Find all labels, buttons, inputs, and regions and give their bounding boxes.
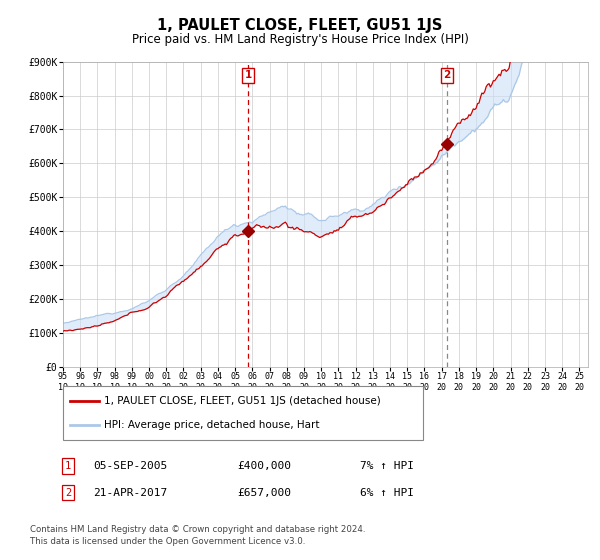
Text: 1: 1 [65, 461, 71, 471]
Text: Price paid vs. HM Land Registry's House Price Index (HPI): Price paid vs. HM Land Registry's House … [131, 32, 469, 46]
Text: 6% ↑ HPI: 6% ↑ HPI [360, 488, 414, 498]
Text: 7% ↑ HPI: 7% ↑ HPI [360, 461, 414, 471]
Text: £400,000: £400,000 [237, 461, 291, 471]
FancyBboxPatch shape [63, 386, 423, 440]
Text: 2: 2 [443, 70, 451, 80]
Text: 1, PAULET CLOSE, FLEET, GU51 1JS: 1, PAULET CLOSE, FLEET, GU51 1JS [157, 18, 443, 32]
Text: Contains HM Land Registry data © Crown copyright and database right 2024.
This d: Contains HM Land Registry data © Crown c… [30, 525, 365, 546]
Text: £657,000: £657,000 [237, 488, 291, 498]
Text: HPI: Average price, detached house, Hart: HPI: Average price, detached house, Hart [104, 419, 320, 430]
Text: 21-APR-2017: 21-APR-2017 [93, 488, 167, 498]
Text: 1: 1 [244, 70, 251, 80]
Text: 2: 2 [65, 488, 71, 498]
Text: 05-SEP-2005: 05-SEP-2005 [93, 461, 167, 471]
Text: 1, PAULET CLOSE, FLEET, GU51 1JS (detached house): 1, PAULET CLOSE, FLEET, GU51 1JS (detach… [104, 396, 381, 407]
